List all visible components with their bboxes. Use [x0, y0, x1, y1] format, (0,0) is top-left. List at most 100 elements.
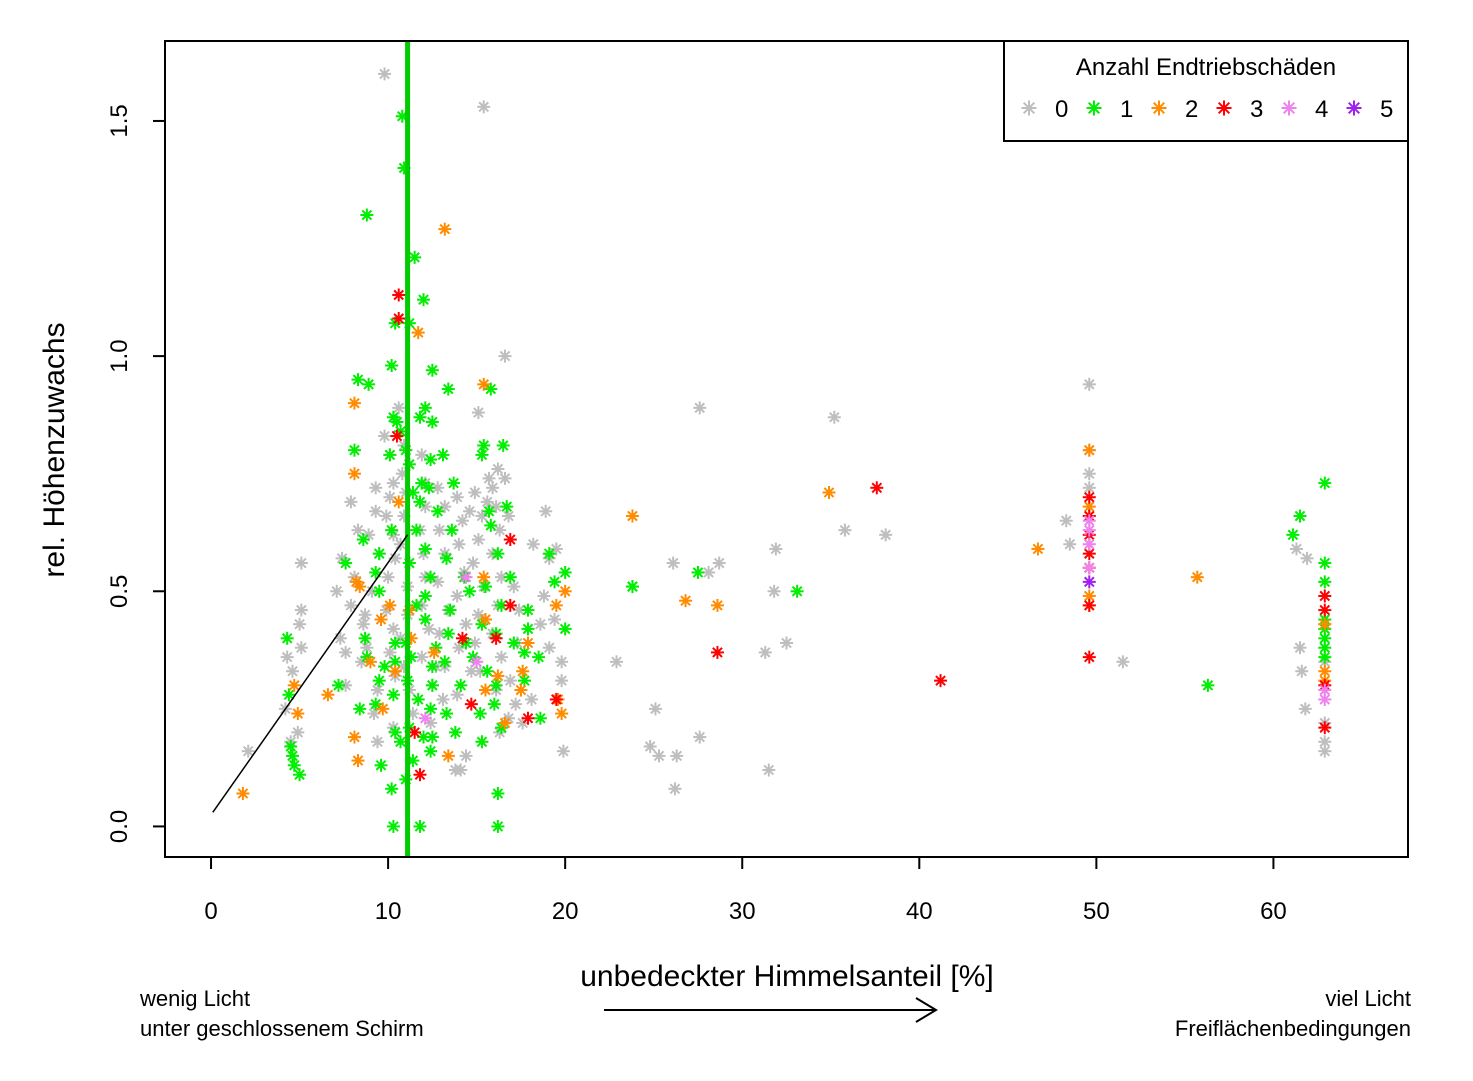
data-point — [464, 697, 478, 711]
data-point — [558, 565, 572, 579]
data-point — [790, 584, 804, 598]
data-point — [484, 382, 498, 396]
data-point — [424, 702, 438, 716]
data-point — [330, 584, 344, 598]
data-point — [464, 664, 478, 678]
legend-marker — [1216, 100, 1232, 116]
data-point — [477, 570, 491, 584]
data-point — [555, 674, 569, 688]
data-point — [1082, 490, 1096, 504]
data-point — [448, 725, 462, 739]
legend-entry-3: 3 — [1216, 96, 1263, 123]
data-point — [450, 490, 464, 504]
data-point — [1289, 542, 1303, 556]
data-point — [533, 617, 547, 631]
data-point — [1082, 561, 1096, 575]
data-point — [521, 636, 535, 650]
data-point — [1082, 537, 1096, 551]
data-point — [445, 523, 459, 537]
data-point — [339, 556, 353, 570]
data-point — [347, 467, 361, 481]
data-point — [549, 542, 563, 556]
data-point — [466, 556, 480, 570]
data-point — [822, 486, 836, 500]
data-point — [356, 533, 370, 547]
data-point — [549, 692, 563, 706]
data-point — [473, 707, 487, 721]
data-point — [502, 509, 516, 523]
legend-label: 4 — [1315, 96, 1328, 123]
data-point — [383, 645, 397, 659]
data-point — [438, 222, 452, 236]
data-point — [285, 749, 299, 763]
x-tick-label: 10 — [375, 898, 402, 925]
data-point — [427, 645, 441, 659]
data-point — [413, 495, 427, 509]
data-point — [670, 749, 684, 763]
data-point — [388, 664, 402, 678]
data-point — [1293, 641, 1307, 655]
data-point — [321, 688, 335, 702]
data-point — [468, 486, 482, 500]
data-point — [358, 631, 372, 645]
data-point — [542, 547, 556, 561]
data-point — [668, 782, 682, 796]
legend-entry-1: 1 — [1086, 96, 1133, 123]
data-point — [679, 594, 693, 608]
data-point — [363, 655, 377, 669]
data-point — [712, 556, 726, 570]
left-annotation: wenig Licht unter geschlossenem Schirm — [140, 984, 424, 1044]
data-point — [542, 641, 556, 655]
data-point — [521, 711, 535, 725]
data-point — [294, 556, 308, 570]
data-point — [484, 518, 498, 532]
data-point — [370, 683, 384, 697]
data-point — [425, 660, 439, 674]
legend-entry-5: 5 — [1346, 96, 1393, 123]
legend-marker — [1281, 100, 1297, 116]
data-point — [1318, 476, 1332, 490]
legend-marker — [1151, 100, 1167, 116]
data-point — [480, 495, 494, 509]
left-annotation-line2: unter geschlossenem Schirm — [140, 1016, 424, 1041]
data-point — [769, 542, 783, 556]
data-point — [339, 645, 353, 659]
data-point — [471, 533, 485, 547]
data-point — [409, 523, 423, 537]
data-point — [666, 556, 680, 570]
legend-label: 3 — [1250, 96, 1263, 123]
data-point — [693, 730, 707, 744]
data-point — [1082, 377, 1096, 391]
data-point — [758, 645, 772, 659]
data-point — [537, 589, 551, 603]
data-point — [294, 641, 308, 655]
data-point — [280, 631, 294, 645]
data-point — [548, 612, 562, 626]
data-point — [1318, 617, 1332, 631]
data-point — [356, 617, 370, 631]
y-tick-label: 0.5 — [106, 575, 133, 608]
legend-entries: 0 1 2 3 4 5 — [1021, 96, 1393, 123]
data-point — [351, 754, 365, 768]
data-point — [471, 406, 485, 420]
data-point — [383, 598, 397, 612]
x-axis-title: unbedeckter Himmelsanteil [%] — [580, 960, 994, 993]
data-point — [1300, 551, 1314, 565]
data-point — [693, 401, 707, 415]
data-point — [347, 730, 361, 744]
data-point — [482, 504, 496, 518]
data-point — [344, 598, 358, 612]
x-tick-label: 20 — [552, 898, 579, 925]
arrow — [604, 997, 938, 1023]
data-point — [1318, 721, 1332, 735]
data-point — [424, 570, 438, 584]
data-point — [1190, 570, 1204, 584]
data-point — [475, 509, 489, 523]
data-point — [498, 716, 512, 730]
data-point — [555, 655, 569, 669]
right-annotation: viel Licht Freiflächenbedingungen — [1175, 984, 1411, 1044]
data-point — [424, 744, 438, 758]
data-point — [372, 674, 386, 688]
data-point — [441, 627, 455, 641]
x-tick-label: 60 — [1260, 898, 1287, 925]
